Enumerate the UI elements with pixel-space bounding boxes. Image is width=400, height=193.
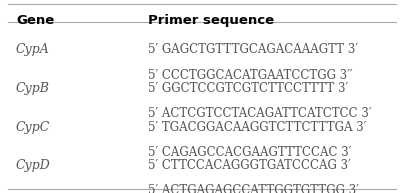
Text: 5′ CTTCCACAGGGTGATCCCAG 3′: 5′ CTTCCACAGGGTGATCCCAG 3′ bbox=[148, 159, 351, 172]
Text: Primer sequence: Primer sequence bbox=[148, 14, 274, 26]
Text: CypD: CypD bbox=[16, 159, 51, 172]
Text: CypA: CypA bbox=[16, 43, 50, 56]
Text: Gene: Gene bbox=[16, 14, 54, 26]
Text: CypC: CypC bbox=[16, 121, 50, 134]
Text: 5′ GAGCTGTTTGCAGACAAAGTT 3′: 5′ GAGCTGTTTGCAGACAAAGTT 3′ bbox=[148, 43, 358, 56]
Text: 5′ ACTGAGAGCCATTGGTGTTGG 3′: 5′ ACTGAGAGCCATTGGTGTTGG 3′ bbox=[148, 184, 359, 193]
Text: 5′ CAGAGCCACGAAGTTTCCAC 3′: 5′ CAGAGCCACGAAGTTTCCAC 3′ bbox=[148, 146, 351, 159]
Text: 5′ GGCTCCGTCGTCTTCCTTTT 3′: 5′ GGCTCCGTCGTCTTCCTTTT 3′ bbox=[148, 82, 348, 95]
Text: 5′ ACTCGTCCTACAGATTCATCTCC 3′: 5′ ACTCGTCCTACAGATTCATCTCC 3′ bbox=[148, 107, 372, 120]
Text: 5′ TGACGGACAAGGTCTTCTTTGA 3′: 5′ TGACGGACAAGGTCTTCTTTGA 3′ bbox=[148, 121, 366, 134]
Text: CypB: CypB bbox=[16, 82, 50, 95]
Text: 5′ CCCTGGCACATGAATCCTGG 3′′: 5′ CCCTGGCACATGAATCCTGG 3′′ bbox=[148, 69, 352, 81]
